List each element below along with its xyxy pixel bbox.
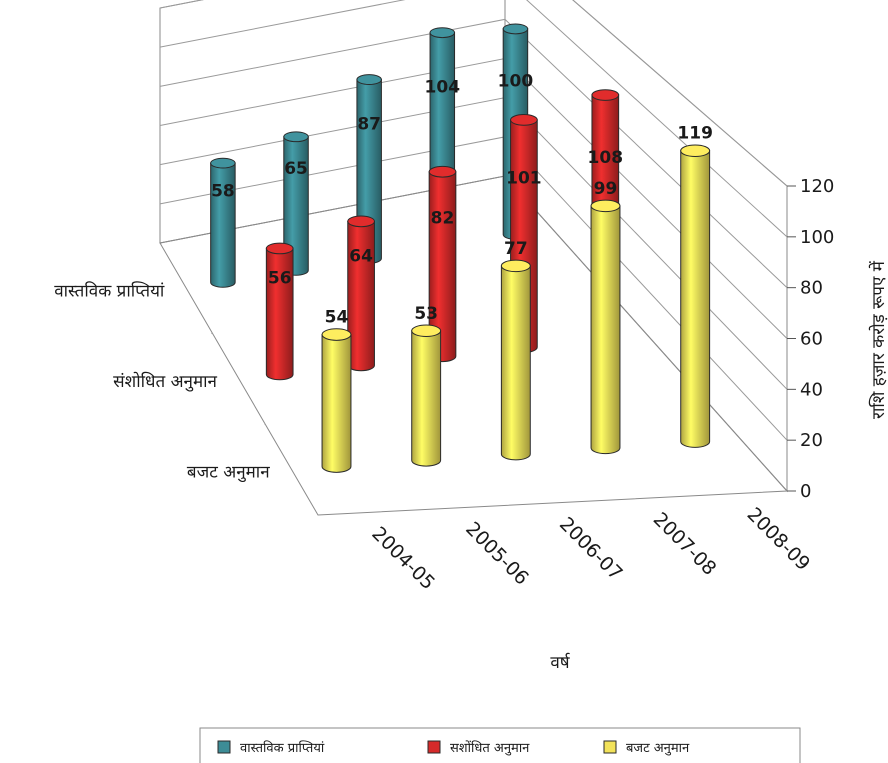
bar-0-1: 65: [283, 131, 309, 276]
bar-top: [500, 259, 531, 273]
bar-top: [265, 242, 294, 255]
bar-body: [210, 162, 236, 288]
category-label-1: 2005-06: [461, 518, 533, 590]
y-axis-ticks: 0 20 40 60 80 100 120: [787, 176, 834, 502]
y-tick-label-3: 60: [800, 329, 823, 350]
data-label: 77: [504, 239, 528, 259]
bar-top: [283, 131, 309, 143]
data-label: 119: [677, 124, 713, 144]
bar-2-4: 119: [677, 124, 713, 448]
y-axis-title: राशि हज़ार करोड़ रूपए में: [868, 260, 888, 419]
legend-label-1: सशोंधित अनुमान: [450, 740, 530, 756]
depth-label-0: वास्तविक प्राप्तियां: [54, 280, 165, 301]
data-label: 64: [349, 247, 373, 267]
bar-2-0: 54: [321, 308, 352, 473]
data-label: 104: [425, 78, 461, 98]
legend-swatch-2: [603, 740, 617, 754]
data-label: 58: [211, 182, 235, 202]
y-tick-label-6: 120: [800, 176, 834, 197]
bar-top: [429, 27, 456, 39]
depth-axis-labels: वास्तविक प्राप्तियां संशोधित अनुमान बजट अन…: [54, 280, 270, 482]
legend-swatch-1: [427, 740, 441, 754]
bar-body: [590, 205, 621, 455]
bar-top: [210, 157, 236, 169]
bar-top: [502, 23, 529, 35]
bar-body: [680, 150, 711, 448]
data-label: 87: [357, 115, 381, 135]
bars: 58 65 87 104 100 56 64 82 101 108 54 53 77 99 119: [210, 23, 713, 473]
bar-top: [510, 114, 538, 126]
bar-body: [265, 247, 294, 381]
bar-top: [347, 215, 375, 228]
bar-1-1: 64: [347, 215, 375, 372]
bar-top: [321, 328, 352, 341]
bar-top: [356, 74, 382, 85]
data-label: 65: [284, 159, 308, 179]
data-label: 108: [588, 148, 624, 168]
bar-top: [591, 89, 620, 101]
floor-divider-2: [211, 332, 213, 335]
depth-label-2: बजट अनुमान: [187, 463, 270, 483]
category-label-0: 2004-05: [367, 523, 439, 595]
y-tick-label-1: 20: [800, 430, 823, 451]
x-axis-title: वर्ष: [550, 652, 570, 673]
legend: वास्तविक प्राप्तियां सशोंधित अनुमान बजट अन…: [199, 727, 801, 763]
legend-box: [199, 727, 801, 763]
category-label-2: 2006-07: [555, 513, 627, 585]
category-label-3: 2007-08: [649, 508, 721, 580]
legend-swatch-0: [217, 740, 231, 754]
bar-body: [411, 330, 442, 467]
bar-1-2: 82: [428, 165, 457, 363]
data-label: 54: [325, 308, 349, 328]
side-wall: [504, 0, 788, 493]
y-tick-label-5: 100: [800, 227, 834, 248]
bar-1-0: 56: [265, 242, 294, 381]
data-label: 99: [594, 179, 618, 199]
bar-top: [411, 324, 442, 338]
bar-top: [680, 144, 711, 158]
bar-top: [428, 165, 457, 178]
data-label: 82: [431, 208, 455, 228]
bar-top: [590, 199, 621, 213]
bar-0-0: 58: [210, 157, 236, 288]
y-tick-label-4: 80: [800, 278, 823, 299]
bar-2-3: 99: [590, 179, 621, 455]
bar-body: [347, 220, 375, 372]
bar-2-2: 77: [500, 239, 531, 461]
data-label: 100: [498, 71, 534, 91]
category-label-4: 2008-09: [743, 503, 815, 575]
data-label: 56: [268, 269, 292, 289]
data-label: 53: [414, 304, 438, 324]
bar-body: [321, 334, 352, 473]
legend-label-2: बजट अनुमान: [626, 741, 690, 756]
x-axis-categories: 2004-05 2005-06 2006-07 2007-08 2008-09: [367, 503, 814, 594]
gridline-6: [159, 0, 788, 187]
data-label: 101: [506, 169, 542, 189]
bar-body: [500, 265, 531, 461]
legend-label-0: वास्तविक प्राप्तियां: [240, 740, 325, 756]
y-tick-label-0: 0: [800, 481, 811, 502]
y-tick-label-2: 40: [800, 379, 823, 400]
depth-label-1: संशोधित अनुमान: [113, 371, 217, 392]
bar-2-1: 53: [411, 304, 442, 467]
